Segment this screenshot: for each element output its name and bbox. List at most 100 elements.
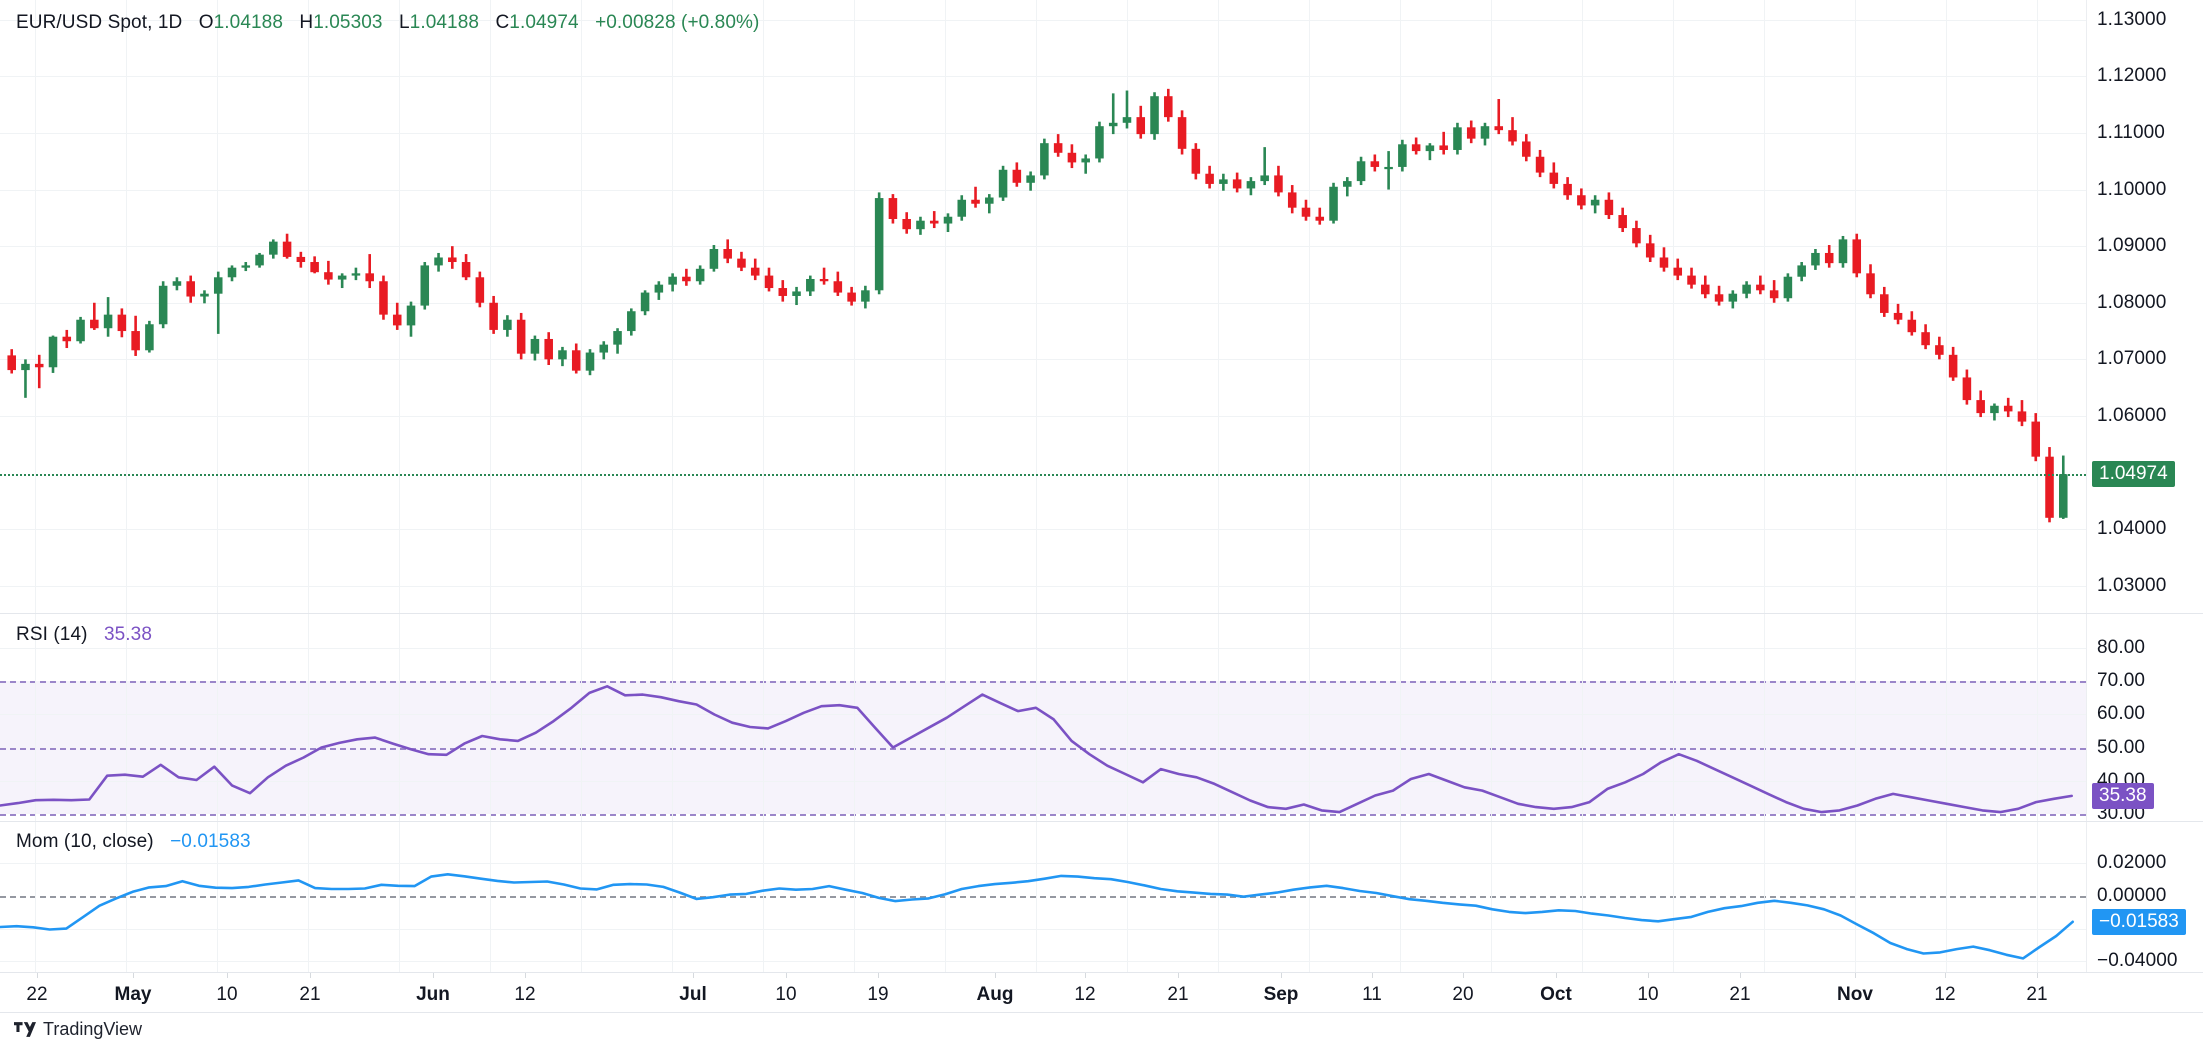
momentum-title[interactable]: Mom (10, close): [16, 831, 154, 852]
time-axis-tick: [227, 973, 228, 978]
time-axis-label[interactable]: Oct: [1540, 984, 1572, 1005]
tradingview-logo[interactable]: TradingView: [14, 1019, 142, 1040]
time-axis-label[interactable]: 12: [1934, 984, 1956, 1005]
time-axis-label[interactable]: May: [114, 984, 152, 1005]
candle-body-up: [1425, 145, 1435, 152]
rsi-value-badge[interactable]: 35.38: [2092, 782, 2154, 809]
time-axis-label[interactable]: 21: [2026, 984, 2048, 1005]
time-axis-tick: [1648, 973, 1649, 978]
rsi-vertical-gridline: [1491, 614, 1492, 822]
candle-body-up: [599, 344, 609, 353]
pane-divider-price-rsi[interactable]: [0, 613, 2203, 614]
time-axis-tick: [878, 973, 879, 978]
time-axis-label[interactable]: 12: [1074, 984, 1096, 1005]
price-pane[interactable]: EUR/USD Spot, 1D O1.04188 H1.05303 L1.04…: [0, 0, 2203, 614]
time-axis-label[interactable]: Nov: [1837, 984, 1873, 1005]
momentum-plot-area[interactable]: [0, 822, 2086, 972]
momentum-axis-label: −0.04000: [2097, 950, 2178, 972]
momentum-value-badge[interactable]: −0.01583: [2092, 908, 2186, 935]
rsi-vertical-gridline: [1400, 614, 1401, 822]
time-axis-label[interactable]: 21: [1729, 984, 1751, 1005]
rsi-level-line: [0, 813, 2086, 816]
candle-body-up: [1122, 117, 1132, 123]
candle-body-down: [888, 198, 898, 219]
time-axis-label[interactable]: Jun: [416, 984, 450, 1005]
momentum-legend[interactable]: Mom (10, close) −0.01583: [16, 831, 251, 853]
time-axis-label[interactable]: 10: [775, 984, 797, 1005]
price-gridline: [0, 189, 2086, 191]
time-axis[interactable]: 22 May 10 21 Jun 12 Jul 10 19 Aug 12 21 Sep 11 20 Oct 10…: [0, 972, 2203, 1012]
rsi-plot-area[interactable]: [0, 614, 2086, 822]
symbol-title[interactable]: EUR/USD Spot, 1D: [16, 12, 183, 33]
momentum-pane[interactable]: Mom (10, close) −0.01583 0.02000 0.00000−…: [0, 822, 2203, 972]
last-price-badge[interactable]: 1.04974: [2092, 460, 2175, 487]
candle-body-down: [1549, 172, 1559, 184]
last-price-line: [0, 473, 2086, 476]
candle-wick: [203, 290, 206, 304]
price-vertical-gridline: [1946, 0, 1947, 614]
time-axis-label[interactable]: 22: [26, 984, 48, 1005]
candle-body-up: [874, 198, 884, 291]
time-axis-label[interactable]: 19: [867, 984, 889, 1005]
price-axis[interactable]: 1.13000 1.12000 1.11000 1.10000 1.09000 1.080…: [2086, 0, 2203, 614]
time-axis-label[interactable]: 10: [216, 984, 238, 1005]
momentum-vertical-gridline: [308, 822, 309, 972]
rsi-legend[interactable]: RSI (14) 35.38: [16, 624, 152, 646]
candle-body-up: [1728, 293, 1738, 302]
price-vertical-gridline: [945, 0, 946, 614]
candle-body-up: [1398, 144, 1407, 167]
candle-body-down: [1632, 228, 1641, 244]
time-axis-label[interactable]: 21: [299, 984, 321, 1005]
price-vertical-gridline: [308, 0, 309, 614]
price-legend[interactable]: EUR/USD Spot, 1D O1.04188 H1.05303 L1.04…: [16, 12, 759, 34]
momentum-vertical-gridline: [35, 822, 36, 972]
candle-body-down: [379, 281, 388, 315]
time-axis-tick: [525, 973, 526, 978]
momentum-vertical-gridline: [1491, 822, 1492, 972]
rsi-vertical-gridline: [1673, 614, 1674, 822]
candle-wick: [1442, 131, 1445, 155]
high-key: H: [299, 12, 314, 33]
candle-body-up: [269, 241, 278, 255]
candle-body-up: [145, 324, 154, 351]
candle-body-up: [406, 305, 416, 326]
time-axis-label[interactable]: 11: [1362, 984, 1382, 1005]
branding-bar: TradingView: [0, 1012, 2203, 1043]
candle-body-down: [296, 256, 306, 263]
open-key: O: [198, 12, 214, 33]
rsi-pane[interactable]: RSI (14) 35.38 80.00 70.00 60.00 50.00 40.00…: [0, 614, 2203, 824]
time-axis-label[interactable]: Sep: [1263, 984, 1299, 1005]
pane-divider-rsi-mom[interactable]: [0, 821, 2203, 822]
time-axis-label[interactable]: 20: [1452, 984, 1474, 1005]
tradingview-mark-icon: [14, 1022, 36, 1037]
candle-body-up: [1783, 276, 1793, 299]
candle-body-down: [1577, 195, 1586, 206]
time-axis-label[interactable]: 21: [1167, 984, 1189, 1005]
momentum-vertical-gridline: [1309, 822, 1310, 972]
candle-body-down: [489, 302, 498, 330]
candle-body-up: [627, 311, 636, 332]
candle-body-up: [172, 281, 182, 286]
candle-body-down: [324, 272, 333, 280]
time-axis-label[interactable]: 10: [1637, 984, 1659, 1005]
momentum-vertical-gridline: [672, 822, 673, 972]
time-axis-label[interactable]: 12: [514, 984, 536, 1005]
rsi-title[interactable]: RSI (14): [16, 624, 88, 645]
momentum-vertical-gridline: [217, 822, 218, 972]
candle-body-up: [1742, 284, 1751, 294]
high-value: 1.05303: [313, 12, 383, 33]
time-axis-label[interactable]: Jul: [679, 984, 707, 1005]
candle-body-down: [1563, 183, 1572, 196]
candle-body-down: [1205, 173, 1214, 184]
time-axis-label[interactable]: Aug: [976, 984, 1014, 1005]
momentum-vertical-gridline: [1218, 822, 1219, 972]
candle-body-down: [1948, 354, 1958, 378]
price-plot-area[interactable]: [0, 0, 2086, 614]
rsi-vertical-gridline: [1127, 614, 1128, 822]
rsi-axis[interactable]: 80.00 70.00 60.00 50.00 40.00 30.00 35.38: [2086, 614, 2203, 824]
candle-body-down: [1411, 144, 1421, 152]
candle-body-up: [861, 290, 870, 302]
candle-body-up: [337, 275, 347, 280]
candle-body-down: [1067, 152, 1077, 163]
